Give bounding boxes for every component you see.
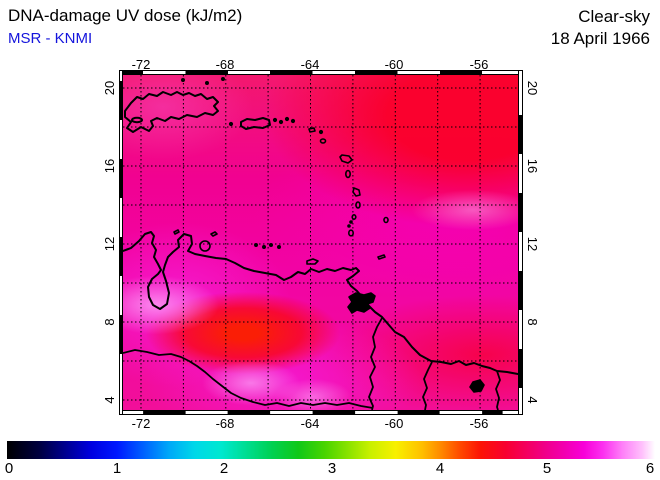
axis-label-lat-left: 8 (102, 318, 117, 326)
border-suriname-french-guiana (495, 370, 501, 410)
island-grenadines-dot (349, 220, 353, 224)
map-coastlines-svg (123, 75, 518, 410)
colorbar-tick: 6 (645, 460, 655, 477)
colorbar-tick: 4 (435, 460, 445, 477)
island-barbuda-dot (318, 129, 324, 135)
axis-label-lon-top: -56 (469, 57, 489, 72)
coast-south-america (123, 231, 518, 375)
colorbar-tick: 0 (4, 460, 14, 477)
island-grenadines-dot (347, 224, 351, 228)
colorbar-tick: 2 (219, 460, 229, 477)
axis-label-lat-right: 20 (525, 80, 540, 96)
island-mona-dot (228, 121, 234, 127)
axis-label-lat-left: 4 (102, 396, 117, 404)
island-antigua (319, 138, 327, 144)
lake-brokopondo (469, 379, 485, 393)
border-colombia-venezuela-brazil (123, 349, 374, 409)
island-trinidad (347, 292, 376, 314)
border-venezuela-guyana (368, 317, 383, 410)
island-st-martin (308, 127, 316, 133)
island-st-vincent (351, 214, 357, 221)
axis-label-lat-right: 16 (525, 158, 540, 174)
island-turks-caicos-dot (180, 77, 185, 83)
map-border-bottom (119, 410, 523, 415)
header-right-block: Clear-sky 18 April 1966 (551, 6, 650, 50)
colorbar-tick: 1 (112, 460, 122, 477)
island-turks-caicos-dot (205, 81, 210, 86)
map-border-right (518, 70, 523, 415)
island-martinique (352, 187, 361, 197)
axis-label-lon-bottom: -72 (131, 416, 151, 431)
axis-label-lat-left: 12 (102, 236, 117, 252)
uv-dose-map (123, 75, 518, 410)
axis-label-lat-right: 4 (525, 396, 540, 404)
small-islands (173, 76, 485, 393)
island-bonaire (210, 231, 218, 237)
island-grenada (348, 229, 355, 237)
coast-puerto-rico (240, 117, 271, 130)
axis-label-lon-top: -64 (300, 57, 320, 72)
island-virgin-dot (278, 119, 284, 125)
axis-label-lon-top: -68 (215, 57, 235, 72)
axis-label-lon-top: -72 (131, 57, 151, 72)
map-graticule (123, 75, 518, 410)
axis-label-lat-right: 8 (525, 318, 540, 326)
coastlines (123, 91, 518, 375)
island-virgin-dot (272, 117, 278, 123)
plot-title: DNA-damage UV dose (kJ/m2) (8, 6, 243, 25)
island-curacao (199, 240, 211, 252)
colorbar-tick: 5 (542, 460, 552, 477)
island-turks-caicos-dot (221, 76, 226, 82)
date-label: 18 April 1966 (550, 29, 650, 48)
island-virgin-dot (284, 116, 290, 122)
axis-label-lon-bottom: -56 (469, 416, 489, 431)
axis-label-lat-left: 20 (102, 80, 117, 96)
axis-label-lon-bottom: -68 (215, 416, 235, 431)
island-los-roques-dot (269, 243, 274, 248)
island-los-roques-dot (254, 243, 259, 248)
island-st-lucia (355, 201, 361, 209)
island-aruba (173, 229, 180, 235)
data-source-label: MSR - KNMI (8, 30, 93, 47)
axis-label-lon-bottom: -64 (300, 416, 320, 431)
border-guyana-suriname (422, 361, 433, 410)
sky-condition-label: Clear-sky (578, 7, 650, 26)
island-virgin-dot (290, 118, 296, 124)
colorbar (7, 441, 655, 459)
map-border-left (119, 70, 123, 415)
colorbar-tick: 3 (327, 460, 337, 477)
axis-label-lat-right: 12 (525, 236, 540, 252)
island-margarita (306, 258, 319, 265)
island-tobago (377, 254, 386, 260)
coast-hispaniola (124, 91, 219, 133)
axis-label-lon-top: -60 (384, 57, 404, 72)
island-los-roques-dot (262, 245, 267, 250)
coast-gonave-island (131, 116, 143, 124)
island-dominica (345, 169, 352, 179)
axis-label-lat-left: 16 (102, 158, 117, 174)
axis-label-lon-bottom: -60 (384, 416, 404, 431)
country-borders (123, 317, 501, 410)
island-guadeloupe (339, 154, 353, 164)
island-barbados (383, 216, 389, 224)
island-los-roques-dot (277, 245, 282, 250)
